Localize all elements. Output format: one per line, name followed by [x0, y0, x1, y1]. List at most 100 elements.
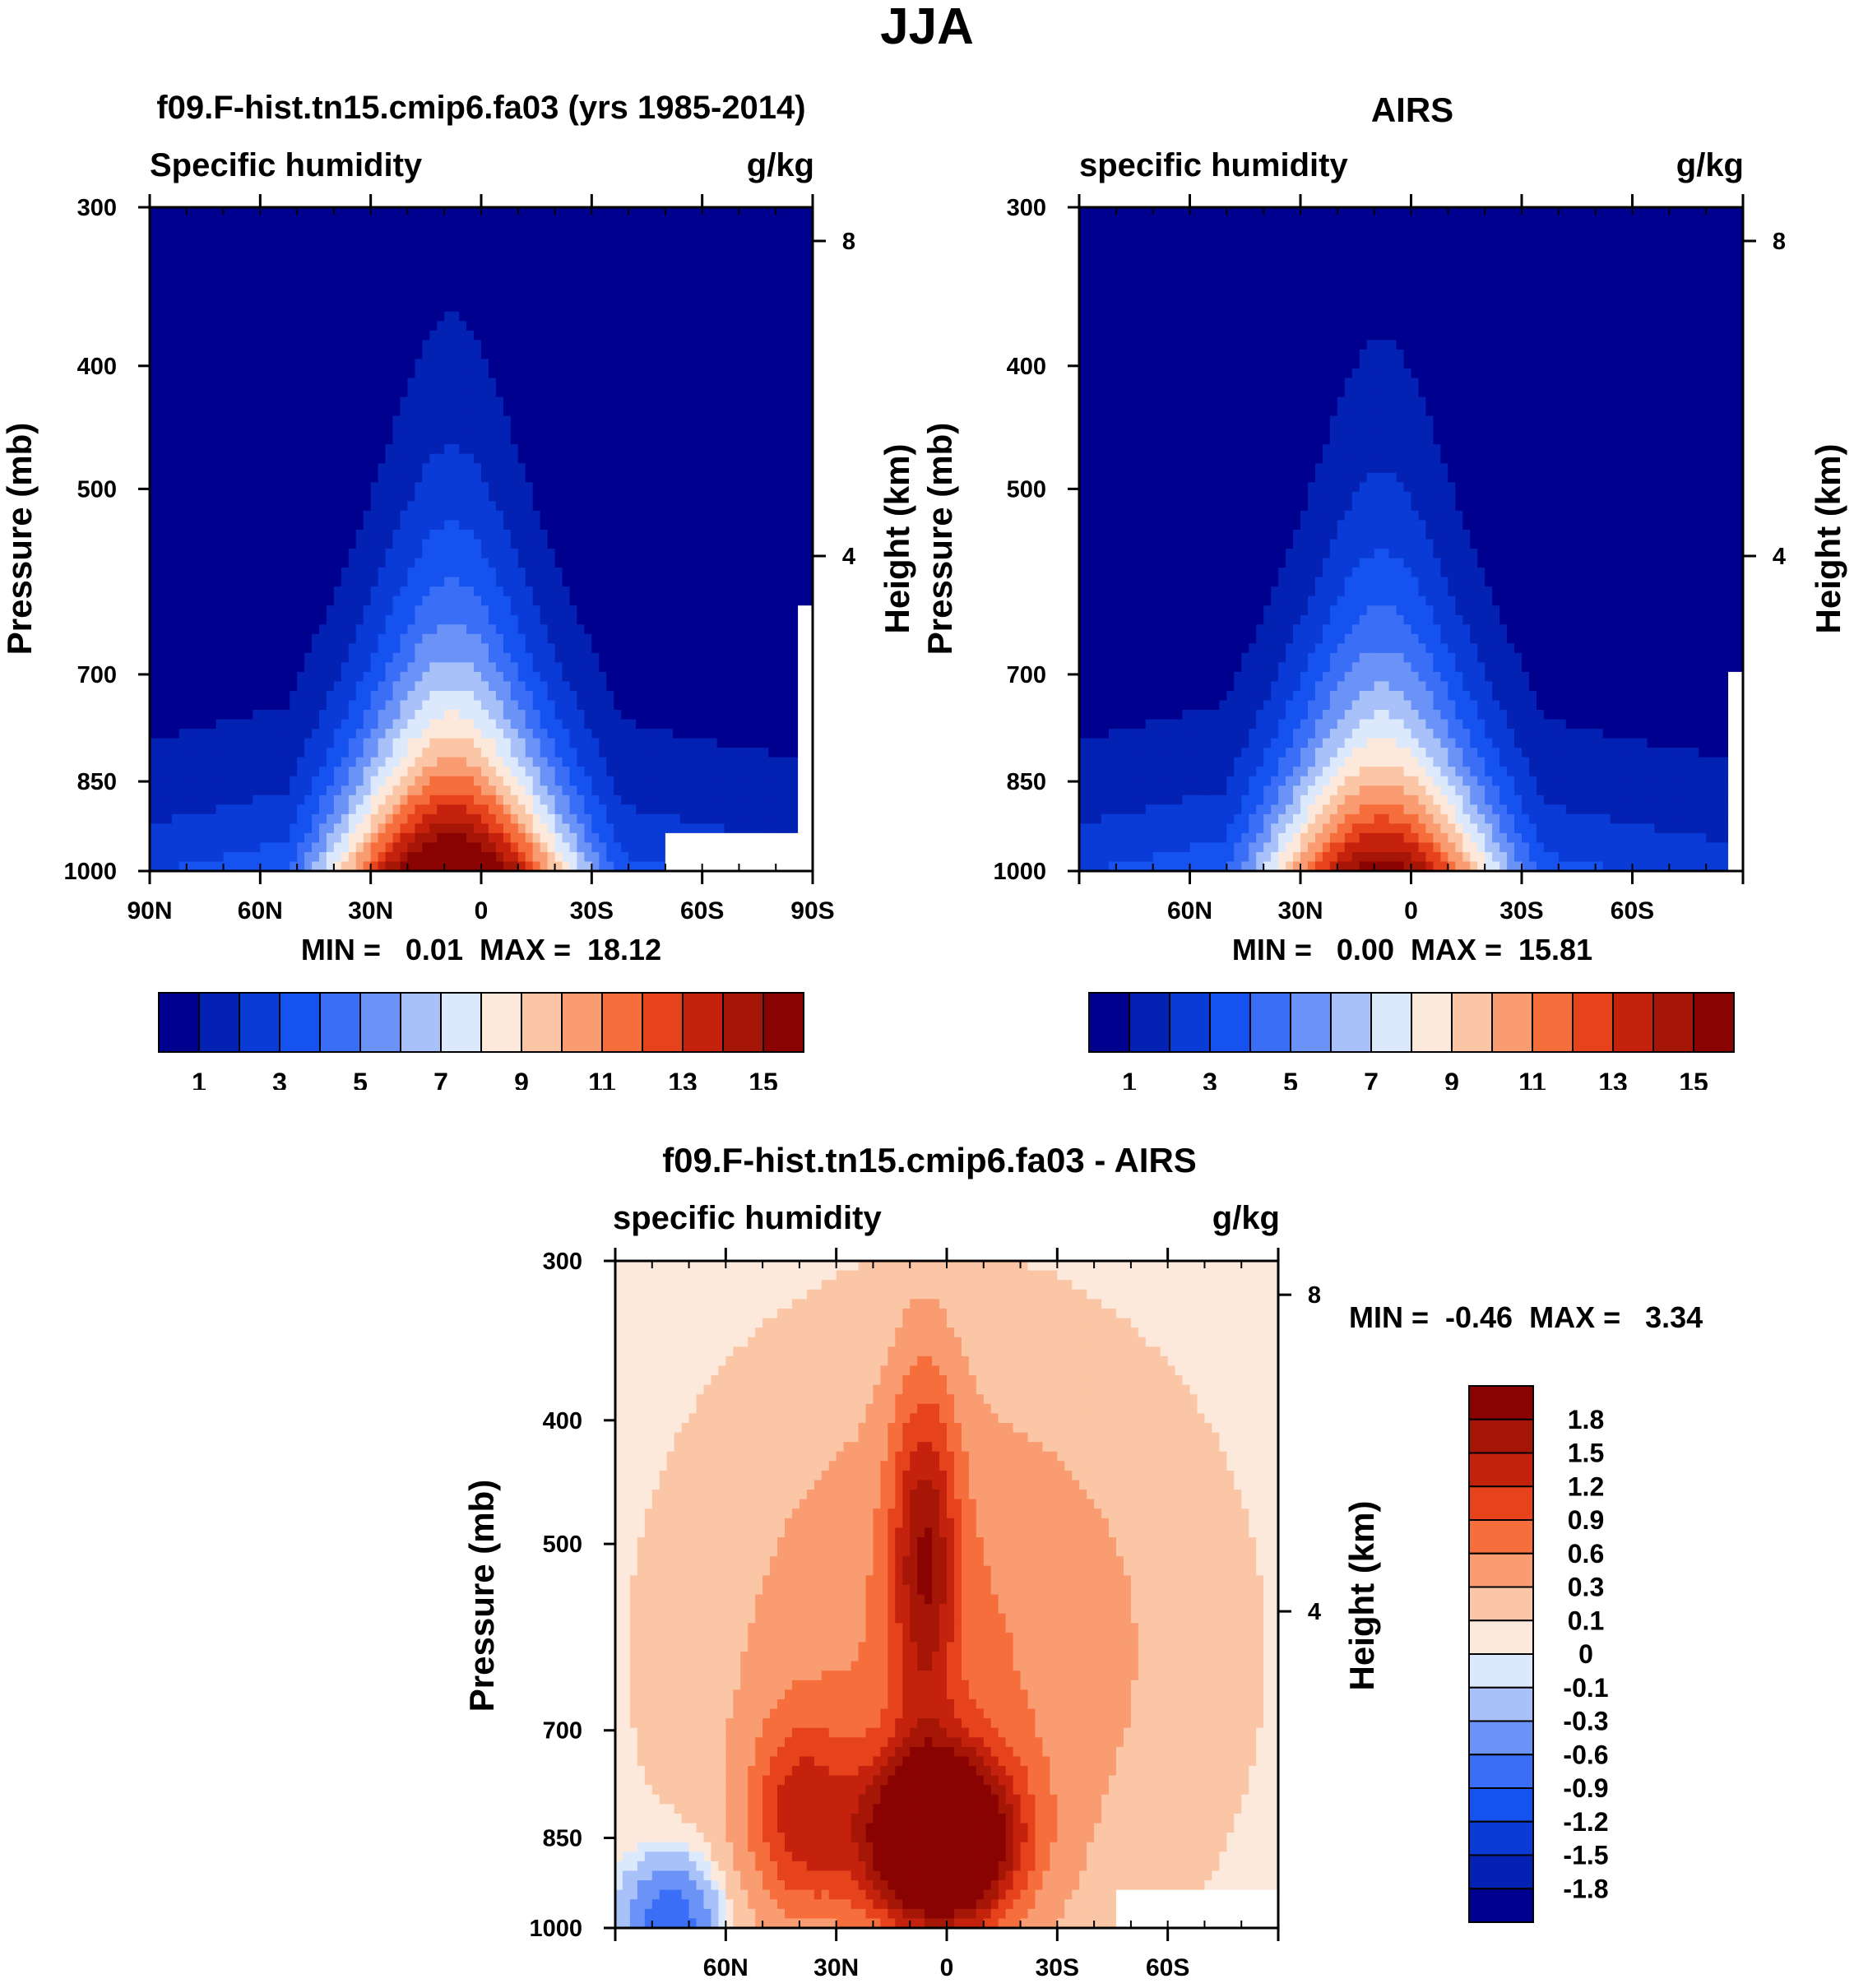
contour-cell: [495, 292, 504, 303]
contour-cell: [223, 472, 232, 484]
contour-cell: [407, 207, 416, 218]
contour-cell: [400, 321, 409, 331]
contour-cell: [171, 434, 180, 445]
contour-cell: [798, 368, 806, 379]
contour-cell: [422, 472, 431, 484]
contour-cell: [164, 245, 173, 256]
contour-cell: [554, 302, 563, 313]
contour-cell: [333, 491, 342, 503]
contour-cell: [517, 415, 526, 426]
contour-cell: [510, 681, 519, 692]
contour-cell: [761, 235, 769, 246]
contour-cell: [156, 216, 165, 227]
contour-cell: [599, 330, 607, 341]
contour-cell: [672, 378, 681, 388]
contour-cell: [150, 652, 158, 664]
contour-cell: [437, 235, 445, 246]
contour-cell: [400, 729, 409, 739]
contour-cell: [591, 321, 600, 331]
contour-cell: [429, 633, 438, 645]
contour-cell: [392, 330, 401, 341]
contour-cell: [709, 586, 718, 597]
contour-cell: [672, 254, 681, 265]
contour-cell: [716, 302, 725, 313]
contour-cell: [694, 700, 703, 711]
contour-cell: [260, 453, 268, 464]
contour-cell: [392, 216, 401, 227]
contour-cell: [716, 652, 725, 664]
contour-cell: [275, 406, 283, 417]
contour-cell: [790, 719, 799, 730]
contour-cell: [562, 700, 571, 711]
contour-cell: [164, 453, 173, 464]
contour-cell: [326, 226, 335, 237]
contour-cell: [326, 577, 335, 587]
contour-cell: [621, 614, 629, 625]
contour-cell: [679, 359, 688, 369]
contour-cell: [407, 396, 416, 407]
contour-cell: [260, 235, 268, 246]
contour-cell: [510, 406, 519, 417]
contour-cell: [495, 235, 504, 246]
contour-cell: [606, 415, 614, 426]
contour-cell: [643, 226, 651, 237]
contour-cell: [798, 539, 806, 549]
contour-cell: [621, 577, 629, 587]
contour-cell: [178, 614, 188, 625]
contour-cell: [694, 387, 703, 398]
contour-cell: [495, 700, 504, 711]
contour-cell: [739, 614, 748, 625]
contour-cell: [437, 292, 445, 303]
contour-cell: [164, 425, 173, 436]
contour-cell: [437, 216, 445, 227]
contour-cell: [503, 207, 512, 218]
contour-cell: [437, 302, 445, 313]
contour-cell: [679, 586, 688, 597]
contour-cell: [282, 216, 290, 227]
contour-cell: [739, 406, 748, 417]
contour-cell: [495, 681, 504, 692]
contour-cell: [716, 368, 725, 379]
contour-cell: [665, 264, 674, 275]
contour-cell: [687, 387, 696, 398]
contour-cell: [746, 321, 755, 331]
contour-cell: [488, 273, 497, 284]
contour-cell: [599, 311, 607, 322]
contour-cell: [614, 425, 622, 436]
contour-cell: [643, 273, 651, 284]
contour-cell: [186, 681, 195, 692]
contour-cell: [716, 719, 725, 730]
contour-cell: [245, 444, 254, 455]
contour-cell: [297, 652, 305, 664]
contour-cell: [577, 577, 586, 587]
contour-cell: [474, 359, 482, 369]
contour-cell: [488, 633, 497, 645]
contour-cell: [716, 510, 725, 521]
contour-cell: [621, 396, 629, 407]
contour-cell: [392, 425, 401, 436]
contour-cell: [746, 264, 755, 275]
contour-cell: [636, 539, 644, 549]
contour-cell: [672, 586, 681, 597]
contour-cell: [150, 264, 158, 275]
contour-cell: [253, 264, 262, 275]
contour-cell: [599, 434, 607, 445]
contour-cell: [150, 558, 158, 568]
contour-cell: [290, 539, 298, 549]
contour-cell: [208, 472, 217, 484]
contour-cell: [290, 690, 298, 702]
contour-cell: [525, 463, 534, 474]
contour-cell: [171, 690, 180, 702]
contour-cell: [186, 501, 195, 512]
contour-cell: [304, 463, 313, 474]
contour-cell: [267, 387, 276, 398]
contour-cell: [355, 529, 364, 540]
contour-cell: [171, 378, 180, 388]
contour-cell: [318, 273, 327, 284]
contour-cell: [186, 245, 195, 256]
contour-cell: [216, 491, 225, 503]
contour-cell: [348, 614, 357, 625]
contour-cell: [790, 539, 799, 549]
contour-cell: [606, 662, 614, 673]
contour-cell: [665, 216, 674, 227]
